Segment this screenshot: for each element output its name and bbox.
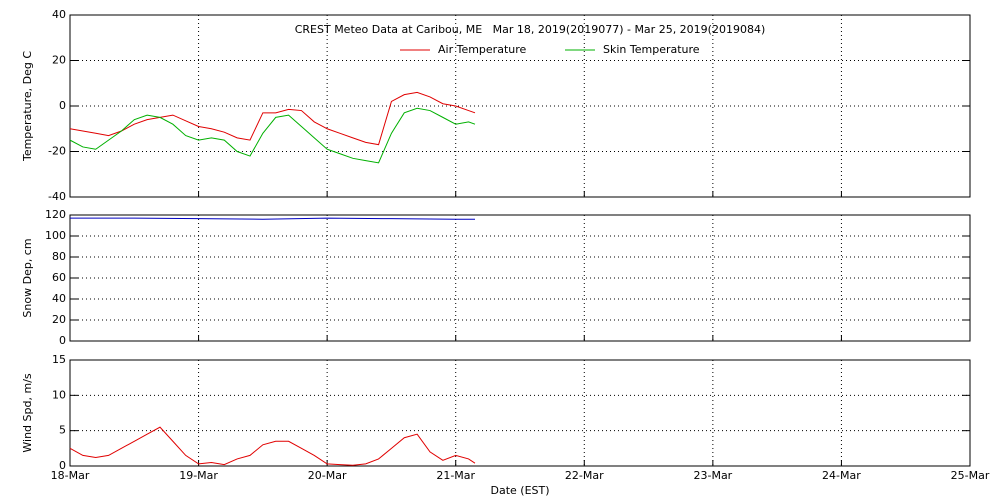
line	[69, 426, 476, 466]
y-tick-label: 0	[59, 334, 66, 347]
line	[69, 107, 476, 164]
y-tick-label: -40	[48, 190, 66, 203]
y-tick-label: 5	[59, 424, 66, 437]
y-axis-label: Temperature, Deg C	[21, 51, 34, 162]
plot-frame	[69, 359, 971, 467]
y-tick-label: 40	[52, 8, 66, 21]
y-tick-label: 120	[45, 208, 66, 221]
x-tick-label: 18-Mar	[51, 469, 90, 482]
y-axis-label: Snow Dep, cm	[21, 238, 34, 317]
chart-title: CREST Meteo Data at Caribou, ME Mar 18, …	[295, 23, 766, 36]
y-tick-label: 20	[52, 313, 66, 326]
x-axis-label: Date (EST)	[490, 484, 549, 497]
x-tick-label: 22-Mar	[565, 469, 604, 482]
legend-label: Skin Temperature	[603, 43, 700, 56]
y-tick-label: 100	[45, 229, 66, 242]
x-tick-label: 19-Mar	[179, 469, 218, 482]
y-tick-label: 60	[52, 271, 66, 284]
x-tick-label: 21-Mar	[436, 469, 475, 482]
x-tick-label: 23-Mar	[693, 469, 732, 482]
x-tick-label: 24-Mar	[822, 469, 861, 482]
y-tick-label: -20	[48, 145, 66, 158]
y-tick-label: 0	[59, 459, 66, 472]
x-tick-label: 25-Mar	[951, 469, 990, 482]
y-tick-label: 10	[52, 388, 66, 401]
line	[69, 91, 476, 146]
y-tick-label: 15	[52, 353, 66, 366]
y-tick-label: 80	[52, 250, 66, 263]
y-tick-label: 40	[52, 292, 66, 305]
line	[70, 217, 475, 220]
x-tick-label: 20-Mar	[308, 469, 347, 482]
y-tick-label: 20	[52, 54, 66, 67]
legend-label: Air Temperature	[438, 43, 527, 56]
y-axis-label: Wind Spd, m/s	[21, 373, 34, 453]
y-tick-label: 0	[59, 99, 66, 112]
